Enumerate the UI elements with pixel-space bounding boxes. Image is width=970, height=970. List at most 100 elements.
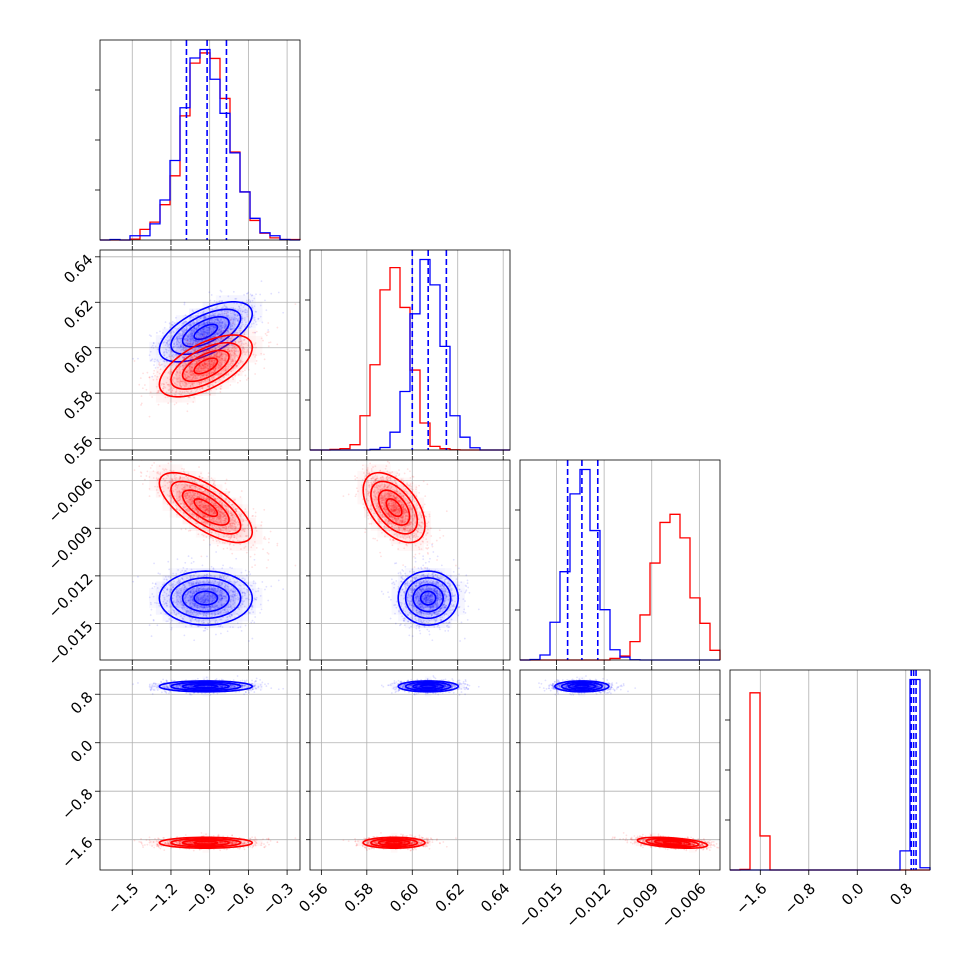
scatter-point [220,369,223,372]
scatter-point [235,332,238,334]
scatter-point [186,376,188,379]
scatter-point [221,343,224,346]
scatter-point [220,328,223,330]
density-cell [162,328,170,336]
density-cell [215,614,223,622]
scatter-point [242,339,245,342]
scatter-point [203,605,205,608]
scatter-point [191,370,194,373]
scatter-point [183,303,186,306]
scatter-point [216,317,219,320]
scatter-point [152,619,155,622]
scatter-point [176,380,179,383]
scatter-point [236,318,239,321]
scatter-point [150,635,153,638]
scatter-point [252,514,254,517]
scatter-point [183,571,186,574]
density-cell [229,335,236,343]
density-cell [149,588,156,595]
scatter-point [231,503,234,506]
scatter-point [198,359,201,362]
scatter-point [215,607,217,610]
scatter-point [260,608,263,611]
scatter-point [182,505,184,508]
scatter-point [175,590,177,593]
scatter-point [211,363,214,366]
scatter-point [183,347,186,350]
scatter-point [196,351,199,354]
scatter-point [251,515,254,517]
scatter-point [166,595,169,598]
scatter-point [234,581,237,584]
scatter-point [153,360,156,363]
scatter-point [206,588,209,591]
scatter-point [155,378,158,381]
scatter-point [196,352,199,355]
scatter-point [210,601,213,603]
density-cell [155,608,163,615]
scatter-point [190,334,193,336]
scatter-point [206,606,208,609]
scatter-point [172,376,175,379]
scatter-point [193,329,196,332]
scatter-point [255,323,258,326]
scatter-point [230,312,232,315]
scatter-point [209,361,212,364]
scatter-point [192,587,194,590]
scatter-point [212,509,214,512]
scatter-point [197,326,200,329]
scatter-point [194,349,196,352]
scatter-point [214,580,216,582]
scatter-point [173,475,176,478]
scatter-point [213,314,216,317]
scatter-point [182,344,185,347]
scatter-point [197,368,200,370]
scatter-point [187,591,190,594]
density-cell [256,343,263,350]
scatter-point [189,386,192,389]
scatter-point [220,313,223,316]
scatter-point [210,314,212,316]
scatter-point [197,517,200,520]
scatter-point [223,319,226,322]
density-cell [175,321,183,329]
scatter-point [190,596,193,599]
scatter-point [193,604,196,607]
scatter-point [254,616,257,618]
scatter-point [155,331,158,334]
scatter-point [166,360,169,362]
scatter-point [211,325,214,328]
scatter-point [193,591,196,594]
scatter-point [210,508,213,511]
scatter-point [196,575,199,578]
scatter-point [181,356,184,359]
scatter-point [221,300,224,303]
scatter-point [230,613,233,616]
density-cell [196,336,203,343]
scatter-point [243,319,246,321]
scatter-point [267,329,270,331]
scatter-point [240,513,243,516]
scatter-point [232,307,235,310]
scatter-point [186,338,189,341]
scatter-point [170,371,173,373]
scatter-point [222,590,224,592]
scatter-point [191,343,194,346]
scatter-point [173,393,176,396]
scatter-point [185,570,187,572]
scatter-point [211,605,214,608]
scatter-point [198,383,201,386]
scatter-point [198,580,201,582]
scatter-point [223,582,226,585]
scatter-point [224,346,227,349]
scatter-point [205,350,208,353]
scatter-point [202,374,205,377]
scatter-point [196,362,199,364]
contour-line [181,349,230,383]
density-cell [182,343,189,350]
scatter-point [229,328,232,331]
scatter-point [242,370,244,373]
density-cell [202,341,210,349]
scatter-point [183,391,186,394]
density-cell [222,321,230,329]
